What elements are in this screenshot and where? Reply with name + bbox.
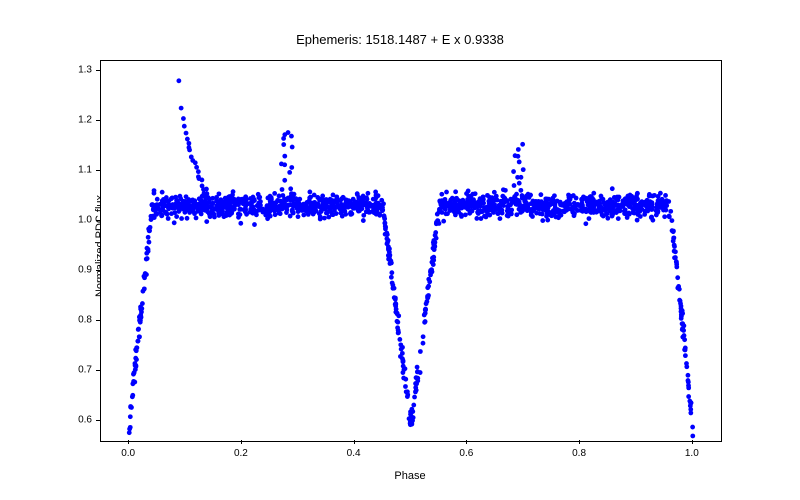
x-tick-mark bbox=[692, 440, 693, 444]
y-tick-label: 1.2 bbox=[66, 115, 92, 126]
x-tick-label: 0.8 bbox=[572, 448, 586, 459]
y-tick-mark bbox=[96, 420, 100, 421]
y-tick-label: 1.3 bbox=[66, 65, 92, 76]
x-tick-label: 0.0 bbox=[121, 448, 135, 459]
x-axis-label: Phase bbox=[100, 470, 720, 482]
x-tick-label: 0.6 bbox=[459, 448, 473, 459]
x-tick-mark bbox=[579, 440, 580, 444]
plot-area bbox=[100, 60, 722, 442]
scatter-layer bbox=[101, 61, 721, 441]
y-tick-mark bbox=[96, 320, 100, 321]
figure: Ephemeris: 1518.1487 + E x 0.9338 Normal… bbox=[0, 0, 800, 500]
y-tick-label: 0.8 bbox=[66, 315, 92, 326]
y-tick-label: 1.1 bbox=[66, 165, 92, 176]
x-tick-label: 0.2 bbox=[234, 448, 248, 459]
y-tick-mark bbox=[96, 220, 100, 221]
x-tick-mark bbox=[466, 440, 467, 444]
y-tick-mark bbox=[96, 120, 100, 121]
y-tick-mark bbox=[96, 70, 100, 71]
y-tick-mark bbox=[96, 170, 100, 171]
y-tick-label: 0.6 bbox=[66, 415, 92, 426]
y-tick-label: 0.7 bbox=[66, 365, 92, 376]
x-tick-label: 1.0 bbox=[685, 448, 699, 459]
x-tick-label: 0.4 bbox=[347, 448, 361, 459]
x-tick-mark bbox=[241, 440, 242, 444]
y-tick-label: 1.0 bbox=[66, 215, 92, 226]
y-tick-mark bbox=[96, 270, 100, 271]
y-tick-label: 0.9 bbox=[66, 265, 92, 276]
x-tick-mark bbox=[128, 440, 129, 444]
x-tick-mark bbox=[354, 440, 355, 444]
y-tick-mark bbox=[96, 370, 100, 371]
chart-title: Ephemeris: 1518.1487 + E x 0.9338 bbox=[0, 32, 800, 47]
